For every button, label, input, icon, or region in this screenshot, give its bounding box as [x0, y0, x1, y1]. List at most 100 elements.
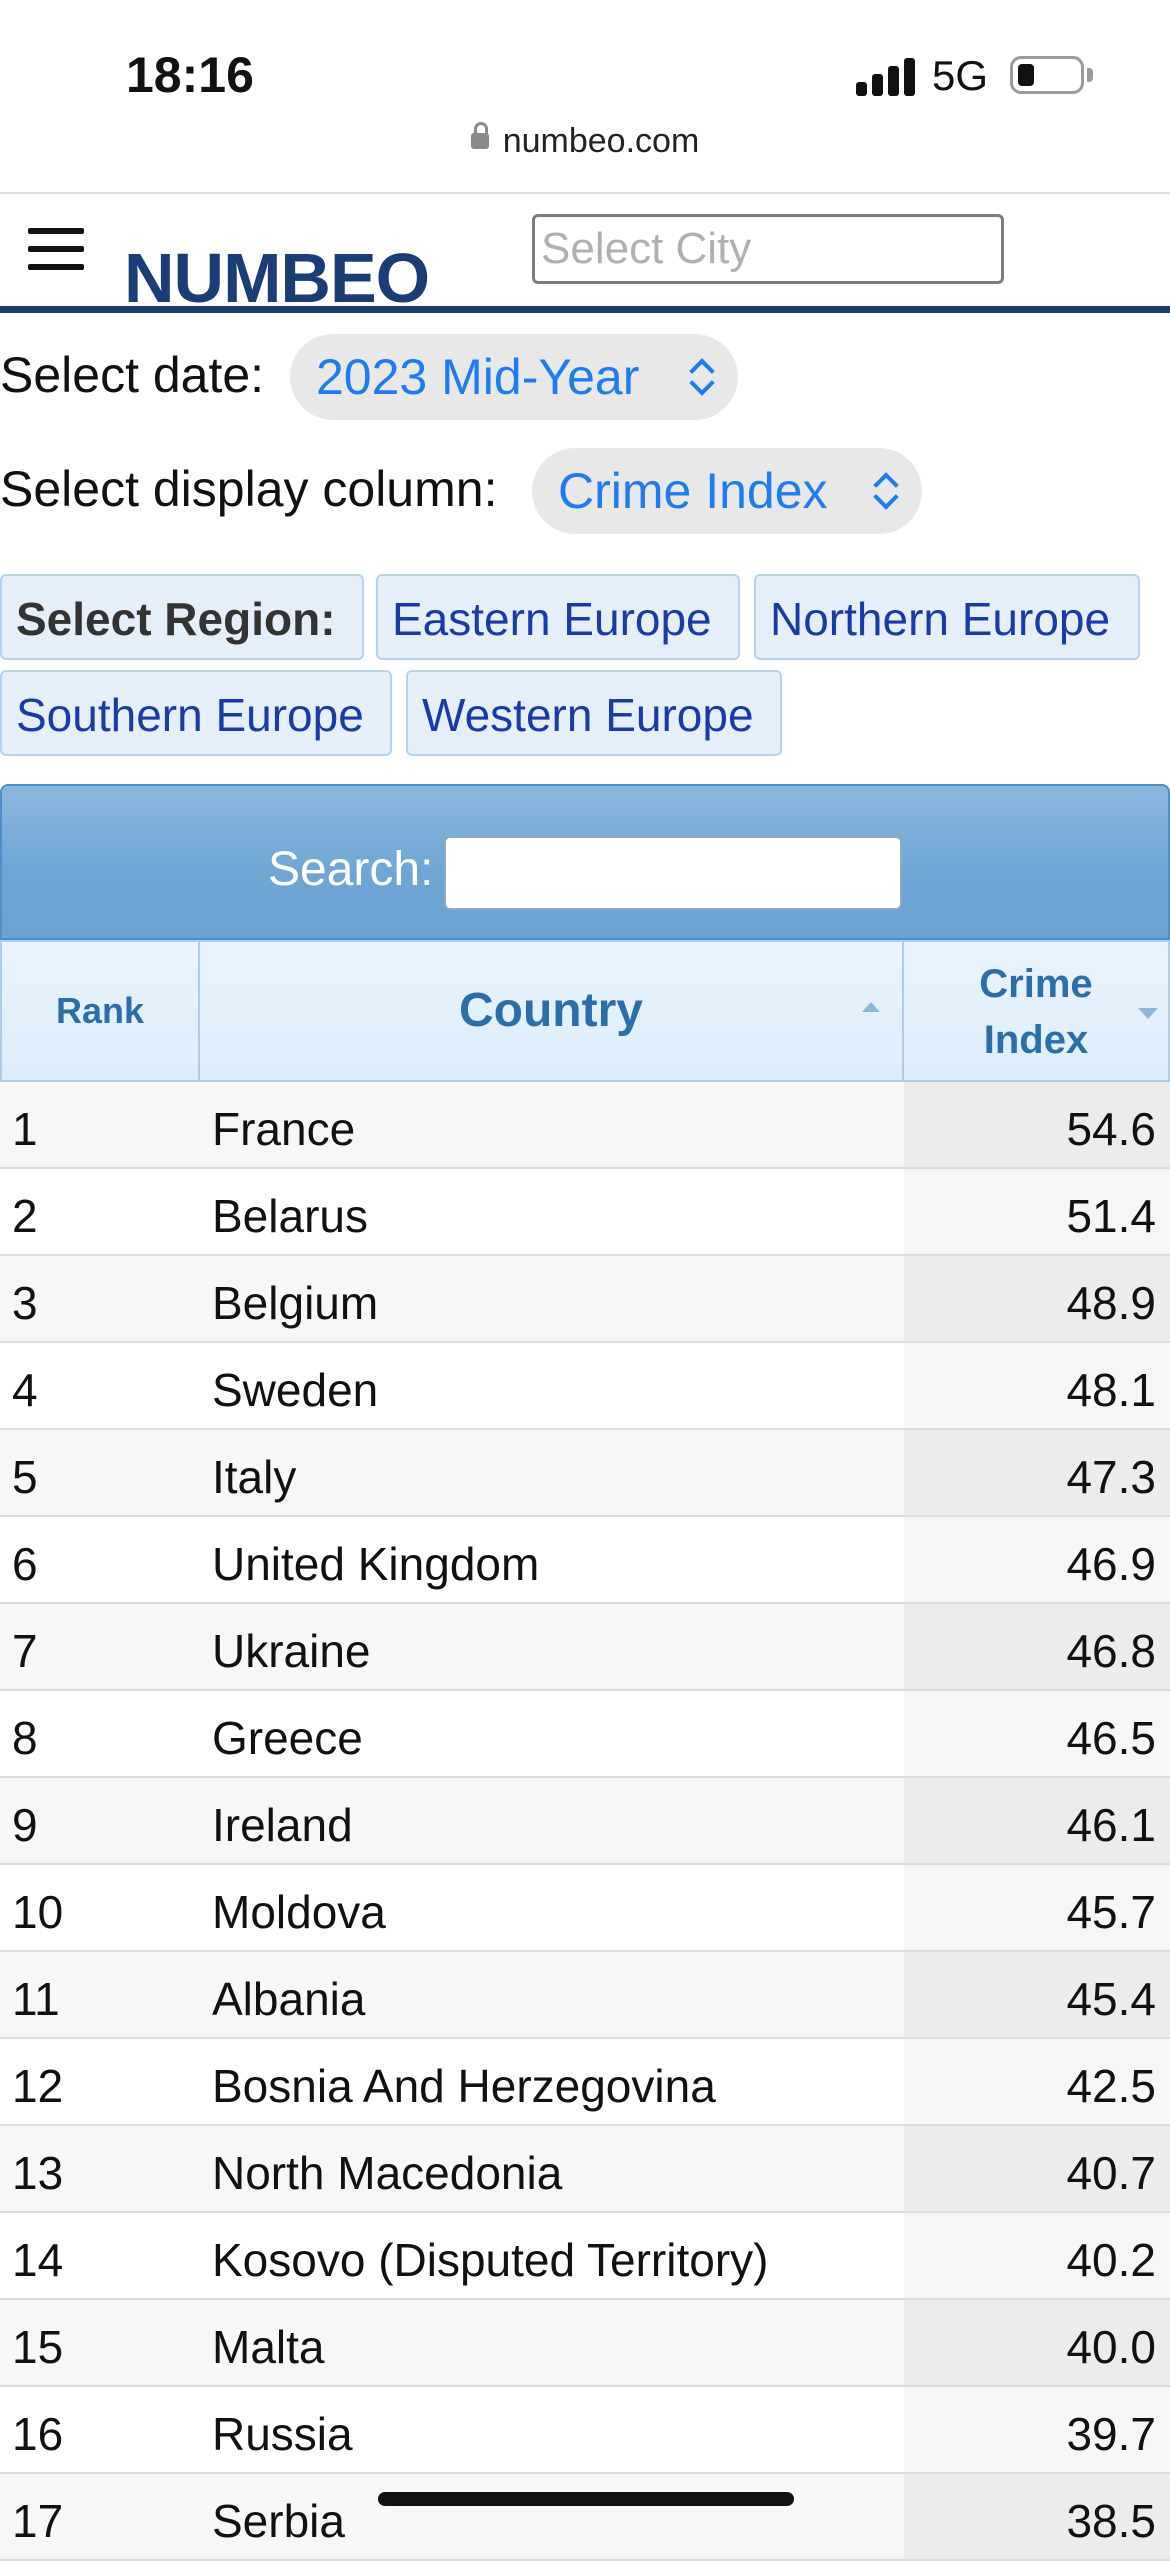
search-label: Search:: [268, 843, 434, 896]
table-row: 11 Albania 45.4: [0, 1952, 1170, 2039]
crime-index-cell: 45.4: [904, 1952, 1170, 2037]
status-bar: 18:16 5G: [0, 0, 1170, 120]
table-row: 17 Serbia 38.5: [0, 2474, 1170, 2561]
crime-index-cell: 40.7: [904, 2126, 1170, 2211]
rank-cell: 3: [12, 1277, 38, 1329]
table-row: 13 North Macedonia 40.7: [0, 2126, 1170, 2213]
table-row: 9 Ireland 46.1: [0, 1778, 1170, 1865]
rank-cell: 13: [12, 2147, 64, 2199]
address-bar[interactable]: numbeo.com: [0, 122, 1170, 161]
country-cell: France: [212, 1103, 356, 1155]
country-cell: Ireland: [212, 1799, 353, 1851]
rank-cell: 1: [12, 1103, 38, 1155]
status-time: 18:16: [126, 47, 254, 103]
hamburger-menu-icon[interactable]: [28, 228, 84, 272]
table-search-bar: Search:: [0, 784, 1170, 940]
crime-index-cell: 46.9: [904, 1517, 1170, 1602]
table-row: 8 Greece 46.5: [0, 1691, 1170, 1778]
column-header-country-label: Country: [459, 984, 643, 1037]
sort-ascending-icon: [862, 1002, 880, 1012]
rank-cell: 7: [12, 1625, 38, 1677]
country-cell: Malta: [212, 2321, 325, 2373]
crime-index-cell: 38.5: [904, 2474, 1170, 2559]
url-text: numbeo.com: [502, 122, 700, 160]
crime-index-cell: 45.7: [904, 1865, 1170, 1950]
table-row: 6 United Kingdom 46.9: [0, 1517, 1170, 1604]
table-row: 12 Bosnia And Herzegovina 42.5: [0, 2039, 1170, 2126]
country-cell: Russia: [212, 2408, 353, 2460]
country-cell: Italy: [212, 1451, 297, 1503]
table-row: 16 Russia 39.7: [0, 2387, 1170, 2474]
lock-icon: [470, 122, 489, 150]
signal-icon: [856, 58, 916, 96]
rank-cell: 2: [12, 1190, 38, 1242]
country-cell: North Macedonia: [212, 2147, 563, 2199]
column-select[interactable]: Crime Index: [532, 448, 922, 534]
crime-index-cell: 47.3: [904, 1430, 1170, 1515]
rank-cell: 14: [12, 2234, 64, 2286]
network-type: 5G: [932, 52, 989, 99]
rank-cell: 12: [12, 2060, 64, 2112]
crime-index-cell: 48.9: [904, 1256, 1170, 1341]
table-row: 14 Kosovo (Disputed Territory) 40.2: [0, 2213, 1170, 2300]
home-indicator[interactable]: [378, 2492, 794, 2506]
region-western-europe[interactable]: Western Europe: [406, 670, 782, 756]
column-select-value: Crime Index: [558, 463, 828, 519]
rank-cell: 15: [12, 2321, 64, 2373]
country-cell: Belgium: [212, 1277, 379, 1329]
column-header-rank[interactable]: Rank: [2, 942, 200, 1080]
site-logo[interactable]: NUMBEO: [124, 239, 430, 317]
table-row: 3 Belgium 48.9: [0, 1256, 1170, 1343]
rank-cell: 8: [12, 1712, 38, 1764]
table-row: 2 Belarus 51.4: [0, 1169, 1170, 1256]
crime-header-line1: Crime: [979, 962, 1093, 1006]
crime-header-line2: Index: [983, 1018, 1089, 1062]
crime-index-cell: 40.2: [904, 2213, 1170, 2298]
crime-index-cell: 46.8: [904, 1604, 1170, 1689]
table-body: 1 France 54.6 2 Belarus 51.4 3 Belgium 48.9 4 S…: [0, 1082, 1170, 2561]
country-cell: Moldova: [212, 1886, 386, 1938]
updown-chevron-icon: [686, 358, 716, 396]
table-row: 15 Malta 40.0: [0, 2300, 1170, 2387]
rank-cell: 5: [12, 1451, 38, 1503]
table-row: 4 Sweden 48.1: [0, 1343, 1170, 1430]
date-select-value: 2023 Mid-Year: [316, 349, 640, 405]
select-region-label: Select Region:: [0, 574, 364, 660]
date-select[interactable]: 2023 Mid-Year: [290, 334, 738, 420]
country-cell: Greece: [212, 1712, 363, 1764]
rank-cell: 11: [12, 1973, 60, 2025]
country-cell: Serbia: [212, 2495, 345, 2547]
table-row: 10 Moldova 45.7: [0, 1865, 1170, 1952]
country-cell: Albania: [212, 1973, 366, 2025]
column-label: Select display column:: [0, 461, 498, 517]
crime-index-cell: 46.1: [904, 1778, 1170, 1863]
search-input[interactable]: [444, 836, 902, 910]
rank-cell: 9: [12, 1799, 38, 1851]
crime-index-cell: 54.6: [904, 1082, 1170, 1167]
country-cell: Sweden: [212, 1364, 379, 1416]
table-row: 7 Ukraine 46.8: [0, 1604, 1170, 1691]
crime-index-cell: 51.4: [904, 1169, 1170, 1254]
column-header-crime-index[interactable]: Crime Index: [904, 942, 1168, 1080]
country-cell: Belarus: [212, 1190, 368, 1242]
crime-index-cell: 42.5: [904, 2039, 1170, 2124]
region-eastern-europe[interactable]: Eastern Europe: [376, 574, 740, 660]
country-cell: Ukraine: [212, 1625, 371, 1677]
date-label: Select date:: [0, 347, 265, 403]
rank-cell: 4: [12, 1364, 38, 1416]
crime-index-cell: 40.0: [904, 2300, 1170, 2385]
crime-index-cell: 46.5: [904, 1691, 1170, 1776]
select-city-input[interactable]: [532, 214, 1004, 284]
column-header-country[interactable]: Country: [200, 942, 904, 1080]
sort-descending-icon: [1138, 1008, 1158, 1019]
rank-cell: 16: [12, 2408, 64, 2460]
region-southern-europe[interactable]: Southern Europe: [0, 670, 392, 756]
table-header: Rank Country Crime Index: [0, 940, 1170, 1082]
country-cell: Bosnia And Herzegovina: [212, 2060, 716, 2112]
region-northern-europe[interactable]: Northern Europe: [754, 574, 1140, 660]
country-cell: United Kingdom: [212, 1538, 540, 1590]
header-divider: [0, 306, 1170, 313]
table-row: 1 France 54.6: [0, 1082, 1170, 1169]
crime-index-cell: 39.7: [904, 2387, 1170, 2472]
rank-cell: 6: [12, 1538, 38, 1590]
